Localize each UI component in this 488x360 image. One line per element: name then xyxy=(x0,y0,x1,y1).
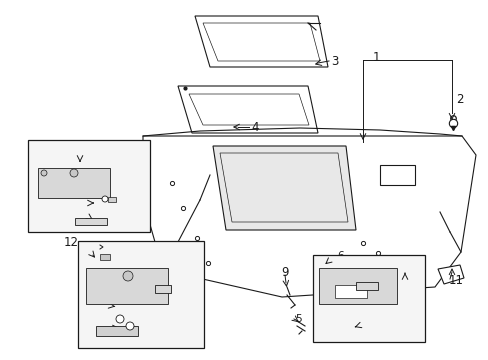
Text: 18: 18 xyxy=(66,212,79,222)
Circle shape xyxy=(41,170,47,176)
Polygon shape xyxy=(195,16,327,67)
Polygon shape xyxy=(142,136,475,297)
Polygon shape xyxy=(220,153,347,222)
Bar xyxy=(108,197,116,202)
Bar xyxy=(312,255,424,342)
Text: 1: 1 xyxy=(371,50,379,63)
Text: 13: 13 xyxy=(114,324,127,334)
Bar xyxy=(100,254,110,260)
Polygon shape xyxy=(189,94,308,125)
Polygon shape xyxy=(213,146,355,230)
Text: 4: 4 xyxy=(250,121,258,134)
Bar xyxy=(334,285,366,298)
Bar xyxy=(75,218,107,225)
Bar xyxy=(28,140,150,232)
Bar xyxy=(96,326,138,336)
Polygon shape xyxy=(203,23,319,61)
Text: 14: 14 xyxy=(109,301,122,311)
Circle shape xyxy=(123,271,133,281)
Circle shape xyxy=(70,169,78,177)
Text: 3: 3 xyxy=(330,54,338,68)
Text: 7: 7 xyxy=(367,269,374,279)
Circle shape xyxy=(102,196,108,202)
Polygon shape xyxy=(318,268,396,304)
Text: 2: 2 xyxy=(455,93,463,105)
Bar xyxy=(379,165,414,185)
Text: 8: 8 xyxy=(362,322,369,332)
Text: 12: 12 xyxy=(64,237,79,249)
Bar xyxy=(78,241,203,348)
Text: 5: 5 xyxy=(294,314,301,324)
Text: 17: 17 xyxy=(66,198,79,208)
Bar xyxy=(155,285,171,293)
Polygon shape xyxy=(393,270,414,290)
Bar xyxy=(355,282,377,290)
Text: 16: 16 xyxy=(64,140,79,153)
Text: 6: 6 xyxy=(336,251,343,261)
Polygon shape xyxy=(178,86,317,133)
Polygon shape xyxy=(437,265,463,284)
Polygon shape xyxy=(38,168,110,198)
Text: 11: 11 xyxy=(448,275,463,288)
Circle shape xyxy=(126,322,134,330)
Text: 9: 9 xyxy=(281,266,288,279)
Circle shape xyxy=(116,315,124,323)
Text: 15: 15 xyxy=(163,273,177,283)
Polygon shape xyxy=(86,268,168,304)
Text: 10: 10 xyxy=(405,280,420,293)
